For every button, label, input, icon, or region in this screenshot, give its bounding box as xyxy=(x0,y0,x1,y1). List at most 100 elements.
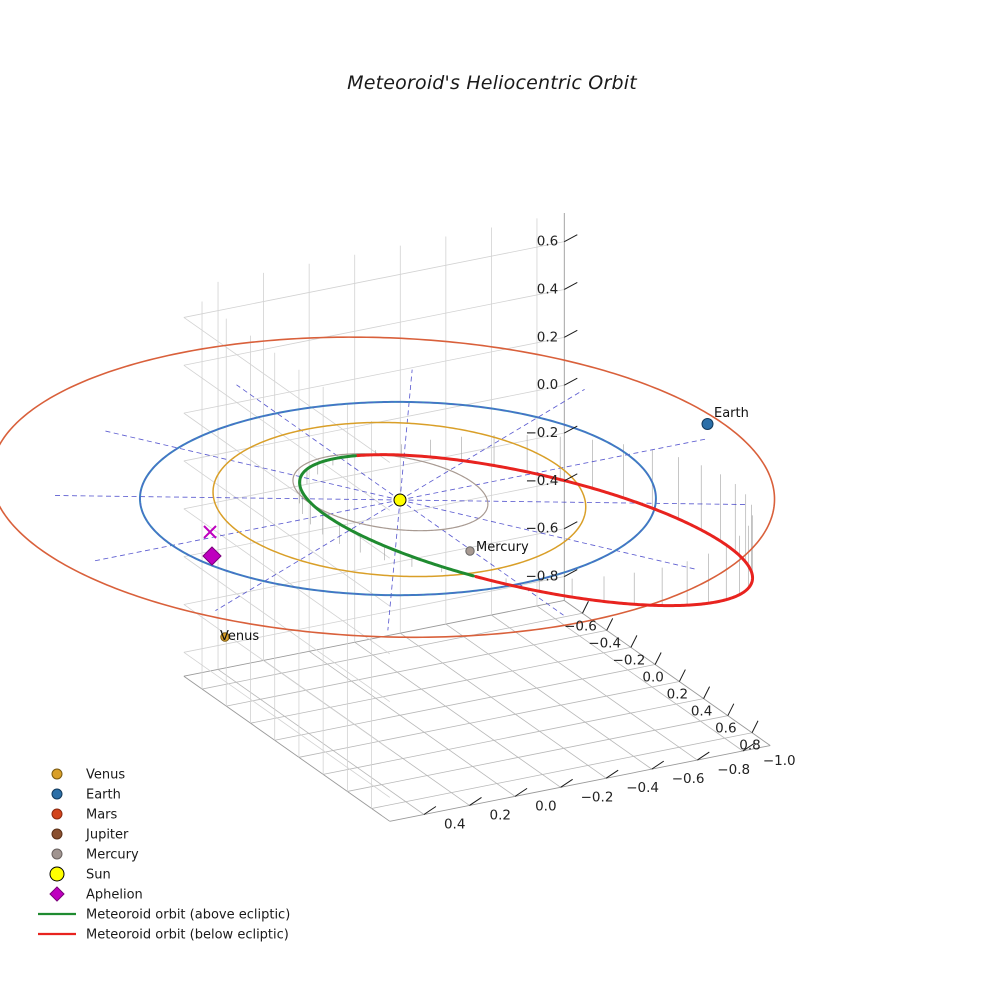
legend-label-mars: Mars xyxy=(86,808,118,823)
z-tick-label: −0.2 xyxy=(526,425,559,441)
y-tick-label: −0.8 xyxy=(717,762,750,778)
legend-swatch-jupiter xyxy=(51,828,63,840)
legend-item-mercury[interactable] xyxy=(28,844,318,864)
legend-item-sun[interactable] xyxy=(28,864,318,884)
legend-swatch-venus xyxy=(51,768,63,780)
venus-marker xyxy=(220,632,230,642)
x-tick-label: 0.4 xyxy=(691,704,712,720)
gridline xyxy=(183,600,565,677)
y-tickmark xyxy=(697,751,710,761)
y-tickmark xyxy=(651,760,665,770)
axes-panes xyxy=(183,212,771,822)
annotation-earth: Earth xyxy=(714,406,749,421)
x-tickmark xyxy=(751,720,759,733)
legend-label-mercury: Mercury xyxy=(86,848,139,863)
x-tickmark xyxy=(678,669,686,682)
gridline xyxy=(274,664,656,741)
gridline xyxy=(183,576,565,653)
gridline xyxy=(491,614,698,761)
y-tickmark xyxy=(514,787,528,797)
gridline xyxy=(354,641,561,788)
gridline xyxy=(183,675,391,822)
legend-item-earth[interactable] xyxy=(28,784,318,804)
legend-item-aphelion[interactable] xyxy=(28,884,318,904)
x-tickmark xyxy=(582,601,589,614)
z-tick-label: −0.4 xyxy=(526,473,559,489)
legend-label-meteoroid-orbit-above-ecliptic: Meteoroid orbit (above ecliptic) xyxy=(86,908,290,923)
legend-swatch-mercury xyxy=(51,848,63,860)
radial-guide xyxy=(399,388,585,501)
y-tick-label: −1.0 xyxy=(763,753,796,769)
z-tick-label: −0.8 xyxy=(526,569,559,585)
gridline xyxy=(217,669,425,815)
annotation-venus: Venus xyxy=(220,629,259,644)
earth-marker xyxy=(701,418,714,430)
z-tick-label: 0.6 xyxy=(537,234,558,250)
y-tickmark xyxy=(742,742,756,752)
axis-ticks xyxy=(423,234,759,815)
z-tick-label: 0.4 xyxy=(537,281,558,297)
body-annotations: Earth Mercury Venus xyxy=(220,406,749,644)
x-tick-label: −0.4 xyxy=(588,635,621,651)
gridline xyxy=(445,623,652,770)
x-tick-label: 0.6 xyxy=(715,721,736,737)
gridline xyxy=(183,432,565,510)
y-tick-label: −0.2 xyxy=(581,789,614,805)
annotation-mercury: Mercury xyxy=(476,540,529,555)
x-tickmark xyxy=(703,686,711,699)
radial-guide xyxy=(399,438,708,501)
y-tick-label: −0.4 xyxy=(626,780,659,796)
legend-item-mars[interactable] xyxy=(28,804,318,824)
z-tick-label: −0.6 xyxy=(526,521,559,537)
z-tickmark xyxy=(564,473,578,482)
radial-guide xyxy=(387,499,401,631)
meteoroid-orbit-below xyxy=(355,453,755,608)
x-tickmark xyxy=(630,635,638,648)
axes-pane xyxy=(183,212,565,677)
orbit-curves xyxy=(0,336,776,639)
legend-swatch-mars xyxy=(51,808,63,820)
axis-tick-labels: 0.60.40.20.0−0.2−0.4−0.6−0.8−0.6−0.4−0.2… xyxy=(444,234,796,833)
radial-guide xyxy=(399,369,413,501)
y-tick-label: 0.2 xyxy=(490,807,511,823)
legend-item-jupiter[interactable] xyxy=(28,824,318,844)
radial-guide-lines xyxy=(51,369,749,631)
gridline xyxy=(183,480,565,558)
planet-orbit-mars xyxy=(0,336,776,639)
grid-lines xyxy=(183,212,771,822)
legend-label-meteoroid-orbit-below-ecliptic: Meteoroid orbit (below ecliptic) xyxy=(86,928,289,943)
gridline xyxy=(183,651,391,798)
x-tickmark xyxy=(727,703,735,716)
gridline xyxy=(400,632,607,779)
legend[interactable]: Venus Earth Mars Jupiter Mercury Sun Aphelion M… xyxy=(28,760,328,960)
legend-swatch-aphelion xyxy=(49,886,65,902)
body-markers xyxy=(202,418,714,642)
x-tick-label: 0.0 xyxy=(642,669,663,685)
gridline xyxy=(298,681,680,758)
planet-orbit-mercury xyxy=(292,453,489,532)
gridline xyxy=(183,289,565,366)
y-tickmark xyxy=(469,797,482,806)
legend-label-venus: Venus xyxy=(86,768,125,783)
z-tickmark xyxy=(564,282,578,290)
z-tickmark xyxy=(564,377,578,386)
legend-item-meteoroid-orbit-below-ecliptic[interactable] xyxy=(28,924,318,944)
legend-item-venus[interactable] xyxy=(28,764,318,784)
legend-item-meteoroid-orbit-above-ecliptic[interactable] xyxy=(28,904,318,924)
x-tick-label: 0.8 xyxy=(739,738,760,754)
x-tick-label: −0.6 xyxy=(564,618,597,634)
x-tickmark xyxy=(654,652,662,665)
radial-guide xyxy=(399,499,749,505)
legend-swatch-earth xyxy=(51,788,63,800)
x-tick-label: −0.2 xyxy=(613,652,646,668)
gridline xyxy=(183,528,565,605)
meteoroid-droplines xyxy=(299,435,753,606)
radial-guide xyxy=(215,499,401,612)
gridline xyxy=(201,612,583,690)
mercury-marker xyxy=(465,546,475,556)
y-tickmark xyxy=(605,769,619,779)
legend-label-jupiter: Jupiter xyxy=(85,828,129,843)
y-tick-label: 0.4 xyxy=(444,817,465,833)
z-tickmark xyxy=(564,329,578,338)
